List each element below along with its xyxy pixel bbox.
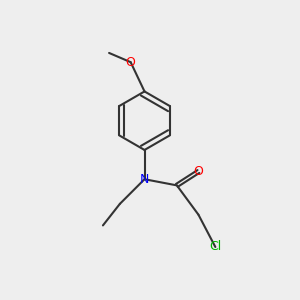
Text: Cl: Cl xyxy=(209,241,221,254)
Text: N: N xyxy=(140,173,149,186)
Text: O: O xyxy=(126,56,136,69)
Text: O: O xyxy=(194,165,203,178)
